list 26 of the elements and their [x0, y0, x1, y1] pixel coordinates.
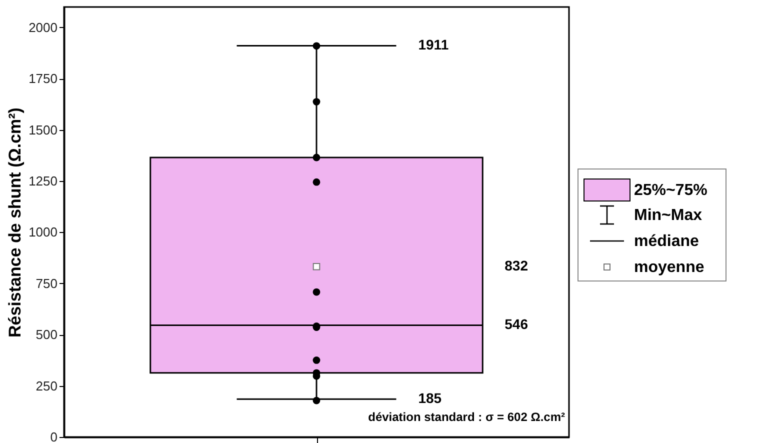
y-axis-title: Résistance de shunt (Ω.cm²) [6, 108, 25, 338]
y-tick-label: 0 [50, 430, 58, 443]
y-tick-label: 1750 [28, 71, 58, 86]
y-tick-label: 1000 [28, 224, 58, 240]
point [312, 288, 320, 296]
point [312, 154, 320, 162]
annotation: déviation standard : σ = 602 Ω.cm² [368, 410, 565, 424]
y-tick-label: 2000 [28, 20, 58, 35]
y-tick-label: 250 [36, 378, 58, 394]
y-tick-label: 1500 [28, 122, 58, 138]
point [312, 178, 320, 186]
text: Min~Max [634, 207, 702, 224]
point [312, 396, 320, 404]
y-tick-label: 1250 [28, 174, 58, 189]
annotation: 546 [504, 316, 528, 332]
annotation: 185 [418, 390, 442, 406]
y-tick-label: 500 [36, 327, 58, 342]
annotation: 832 [504, 258, 528, 274]
text: moyenne [634, 259, 704, 276]
text: médiane [634, 233, 700, 250]
y-tick-label: 750 [36, 276, 58, 291]
point [312, 42, 320, 50]
legend-label: 25%~75% [634, 182, 708, 199]
point [312, 98, 320, 106]
annotation: 1911 [418, 36, 449, 53]
point [312, 356, 320, 364]
